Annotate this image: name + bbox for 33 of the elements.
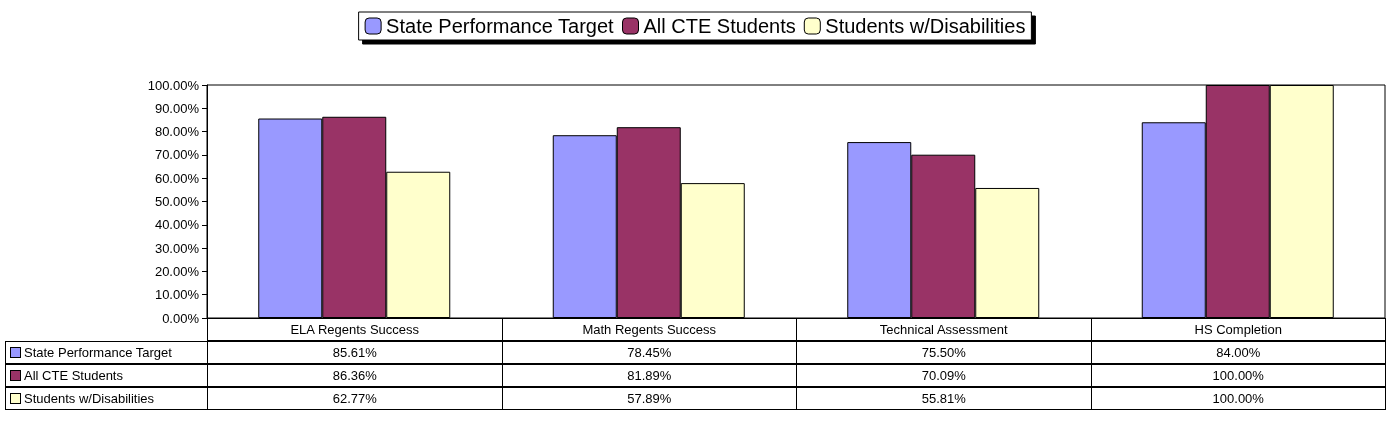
data-label: 57.89% xyxy=(501,387,797,410)
y-tick-label: 40.00% xyxy=(154,217,200,233)
text: All CTE Students xyxy=(24,368,123,383)
data-label: 100.00% xyxy=(1090,387,1386,410)
text: State Performance Target xyxy=(24,345,172,360)
text: Students w/Disabilities xyxy=(24,391,155,406)
x-tick-label: Technical Assessment xyxy=(796,318,1092,341)
y-tick-label: 100.00% xyxy=(147,77,200,93)
y-tick-label: 50.00% xyxy=(154,194,200,209)
legend-label: All CTE Students xyxy=(643,15,796,37)
x-tick-label: ELA Regents Success xyxy=(207,318,503,341)
data-label: 70.09% xyxy=(796,364,1092,387)
y-tick-label: 90.00% xyxy=(154,100,200,116)
data-label: 86.36% xyxy=(207,364,503,387)
data-label: 84.00% xyxy=(1090,341,1386,364)
legend-label: State Performance Target xyxy=(386,15,615,37)
data-label: 100.00% xyxy=(1090,364,1386,387)
data-label: 55.81% xyxy=(796,387,1092,410)
y-tick-label: 70.00% xyxy=(154,147,200,163)
y-tick-label: 10.00% xyxy=(154,287,200,303)
x-tick-label: HS Completion xyxy=(1090,318,1386,341)
data-label: 85.61% xyxy=(207,341,503,364)
y-tick-label: 20.00% xyxy=(154,263,200,279)
legend-label: Students w/Disabilities xyxy=(825,15,1026,37)
data-label: 75.50% xyxy=(796,341,1092,364)
data-label: 78.45% xyxy=(501,341,797,364)
y-tick-label: 30.00% xyxy=(154,240,200,256)
data-label: 81.89% xyxy=(501,364,797,387)
y-tick-label: 80.00% xyxy=(154,124,200,140)
x-tick-label: Math Regents Success xyxy=(501,318,797,341)
data-label: 62.77% xyxy=(207,387,503,410)
y-tick-label: 60.00% xyxy=(154,170,200,186)
y-tick-label: 0.00% xyxy=(162,310,200,326)
